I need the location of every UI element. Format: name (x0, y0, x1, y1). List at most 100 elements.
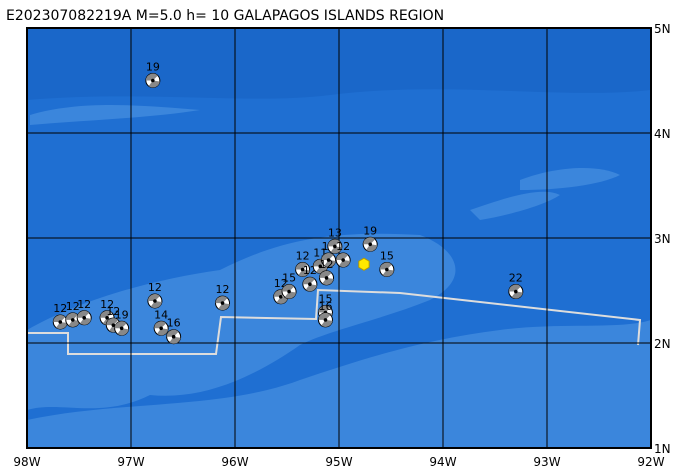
beachball-center (326, 258, 331, 262)
beachball-quadrant (117, 328, 129, 336)
beachball-center (82, 316, 86, 320)
beachball-center (333, 244, 337, 249)
focal-mechanism (145, 73, 161, 88)
x-tick-label: 97W (117, 455, 144, 469)
beachball-center (70, 318, 75, 322)
depth-label: 12 (296, 250, 310, 263)
beachball-quadrant (318, 312, 331, 320)
beachball-quadrant (322, 277, 334, 285)
focal-mechanism (52, 314, 68, 330)
beachball-center (318, 264, 323, 269)
x-tick-label: 95W (325, 455, 352, 469)
focal-mechanism (76, 310, 92, 326)
focal-mechanism (153, 320, 169, 336)
depth-label: 12 (216, 283, 230, 296)
y-tick-label: 1N (654, 442, 671, 456)
beachball-quadrant (276, 296, 288, 304)
depth-label: 12 (320, 258, 334, 271)
beachball-quadrant (154, 321, 167, 329)
depth-label: 12 (106, 305, 120, 318)
x-tick-label: 92W (637, 455, 664, 469)
beachball-quadrant (68, 319, 80, 327)
beachball-center (153, 299, 157, 303)
beachball-center (385, 267, 389, 272)
beachball-center (300, 267, 305, 272)
beachball-quadrant (327, 239, 340, 247)
beachball-quadrant (106, 318, 119, 326)
depth-label: 14 (154, 308, 168, 321)
beachball-quadrant (218, 303, 230, 311)
beachball-center (105, 316, 109, 320)
beachball-quadrant (114, 321, 127, 329)
beachball-quadrant (319, 270, 332, 278)
focal-mechanism (302, 276, 318, 292)
beachball-quadrant (330, 246, 342, 254)
depth-label: 12 (148, 281, 162, 294)
beachball-quadrant (511, 291, 523, 299)
beachball-quadrant (150, 301, 162, 309)
beachball-quadrant (321, 319, 333, 327)
depth-label: 12 (53, 302, 67, 315)
focal-mechanism (335, 252, 351, 268)
x-tick-label: 93W (533, 455, 560, 469)
focal-mechanism (327, 238, 343, 254)
map-frame (26, 27, 652, 449)
depth-label: 19 (363, 224, 377, 237)
map-title: E202307082219A M=5.0 h= 10 GALAPAGOS ISL… (6, 8, 444, 24)
beachball-quadrant (363, 237, 376, 245)
beachball-quadrant (338, 260, 351, 268)
depth-label: 19 (146, 61, 160, 74)
focal-mechanism (321, 252, 337, 268)
beachball-quadrant (298, 269, 310, 277)
depth-label: 19 (115, 308, 129, 321)
beachball-quadrant (284, 291, 297, 299)
beachball-quadrant (65, 312, 78, 320)
beachball-quadrant (56, 322, 68, 330)
beachball-quadrant (145, 73, 158, 81)
beachball-center (58, 320, 63, 324)
y-tick-label: 4N (654, 127, 671, 141)
beachball-center (278, 295, 283, 299)
beachball-quadrant (215, 296, 228, 304)
depth-label: 15 (380, 250, 394, 263)
focal-mechanism (295, 262, 311, 277)
focal-mechanism (166, 329, 182, 345)
beachball-quadrant (53, 315, 66, 322)
beachball-quadrant (147, 294, 160, 301)
beachball-quadrant (169, 336, 181, 344)
beachball-quadrant (295, 262, 308, 270)
beachball-center (323, 318, 328, 322)
beachball-center (287, 289, 291, 294)
y-tick-label: 3N (654, 232, 671, 246)
beachball-center (220, 301, 225, 305)
focal-mechanism (508, 284, 524, 300)
depth-label: 12 (66, 300, 80, 313)
focal-mechanism (147, 293, 163, 309)
beachball-quadrant (166, 329, 179, 337)
beachball-quadrant (379, 262, 392, 270)
beachball-quadrant (324, 260, 336, 268)
beachball-quadrant (508, 284, 521, 292)
beachball-center (111, 323, 116, 327)
focal-mechanism (65, 312, 81, 328)
beachball-center (341, 258, 345, 262)
depth-label: 16 (318, 300, 332, 313)
beachball-center (514, 289, 518, 294)
beachball-quadrant (366, 244, 378, 252)
depth-label: 12 (77, 298, 91, 311)
x-tick-label: 98W (13, 455, 40, 469)
beachball-quadrant (382, 269, 394, 277)
beachball-center (308, 282, 312, 287)
beachball-quadrant (321, 253, 334, 261)
depth-label: 16 (167, 317, 181, 330)
beachball-quadrant (282, 284, 294, 292)
beachball-quadrant (318, 305, 331, 313)
beachball-quadrant (305, 284, 317, 292)
focal-mechanism (319, 270, 335, 286)
depth-label: 12 (100, 298, 114, 311)
beachball-quadrant (336, 253, 349, 261)
focal-mechanism (215, 295, 231, 311)
beachball-quadrant (100, 310, 112, 318)
focal-mechanism (281, 284, 297, 300)
beachball-quadrant (302, 277, 315, 285)
